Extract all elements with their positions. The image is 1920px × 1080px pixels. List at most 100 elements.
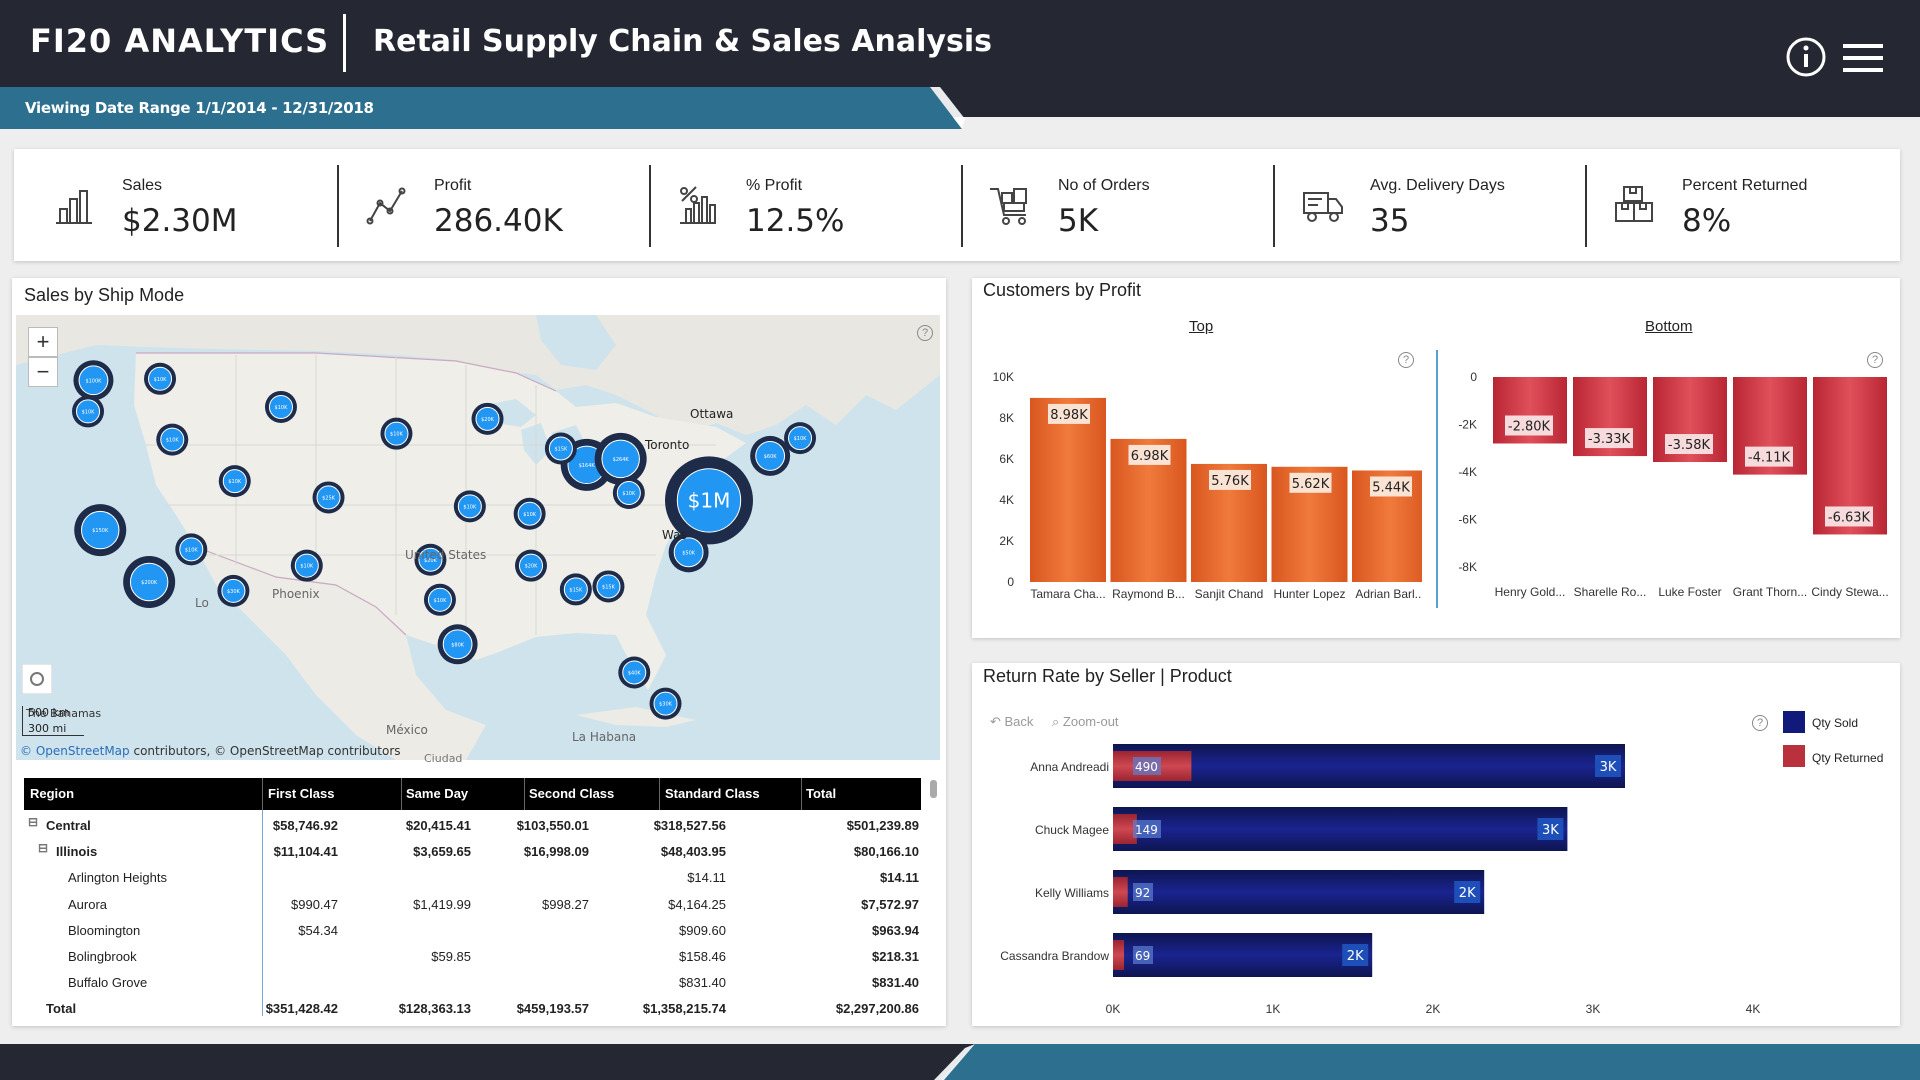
expand-collapse-icon[interactable]: ⊟ [38,841,49,856]
sold-label-bg [1595,755,1621,777]
bubble [222,469,247,494]
y-tick-label: 8K [999,411,1014,425]
bubble-map[interactable]: $1M $164K $264K $100K $200K $150K $80K $60K $50K… [16,315,940,760]
x-tick-label: Grant Thorn... [1733,585,1807,599]
top-chart-help-icon[interactable]: ? [1398,352,1414,368]
table-row[interactable]: Arlington Heights $14.11 $14.11 [24,866,921,892]
bubble-label: $200K [141,580,158,586]
data-label: -3.58K [1668,438,1711,453]
bubble-label: $10K [154,377,168,383]
map-help-icon[interactable]: ? [917,325,933,341]
table-row[interactable]: Buffalo Grove $831.40 $831.40 [24,971,921,997]
table-row[interactable]: Bolingbrook $59.85 $158.46 $218.31 [24,945,921,971]
tab-top-customers[interactable]: Top [1189,318,1214,335]
returned-data-label: 149 [1135,823,1158,837]
table-cell: $59.85 [431,949,471,964]
table-row[interactable]: Aurora $990.47 $1,419.99 $998.27 $4,164.25 $7… [24,893,921,919]
col-header-same-day[interactable]: Same Day [406,786,469,801]
x-tick-label: Sanjit Chand [1195,587,1264,601]
col-header-second-class[interactable]: Second Class [529,786,615,801]
bubble [518,553,544,578]
bottom-chart-help-icon[interactable]: ? [1867,352,1883,368]
bubble [788,426,813,451]
bubble-label: $60K [764,454,778,460]
return-rate-chart: Anna Andreadi 490 3K Chuck Magee 149 3K Kelly … [1000,744,1760,1016]
bubble [457,494,482,519]
bubble-label: $15K [569,587,583,593]
data-label: -6.63K [1828,510,1871,525]
table-row[interactable]: ⊟ Central $58,746.92 $20,415.41 $103,550.01 $… [24,814,921,840]
sold-label-bg [1537,818,1564,840]
category-label: Cassandra Brandow [1000,949,1109,963]
x-tick-label: Henry Gold... [1495,585,1566,599]
drill-zoom-out-button[interactable]: ⌕ Zoom-out [1052,714,1119,730]
y-tick-label: -4K [1458,465,1477,479]
reset-view-icon[interactable] [22,664,52,694]
bubble-layer: $1M $164K $264K $100K $200K $150K $80K $60K $50K… [72,360,817,720]
x-tick-label: 3K [1586,1002,1601,1016]
bubble-label: $10K [463,504,477,510]
info-icon[interactable] [1785,36,1827,78]
kpi-percent-returned: Percent Returned 8% [1574,149,1886,261]
expand-collapse-icon[interactable]: ⊟ [28,815,39,829]
bubble-label: $10K [275,405,289,411]
bubble [563,577,588,602]
matrix-row-header-divider [262,810,263,1016]
bubble-label: $50K [682,550,696,556]
bubble-label: $20K [424,558,438,564]
y-tick-label: -8K [1458,560,1477,574]
table-cell: $7,572.97 [861,896,919,912]
bubble-label: $10K [166,438,180,444]
row-label: Bolingbrook [68,949,137,964]
drill-back-button[interactable]: ↶ Back [990,714,1033,730]
col-header-standard-class[interactable]: Standard Class [665,786,760,801]
return-chart-help-icon[interactable]: ? [1752,715,1768,731]
data-label-bg [1505,415,1553,436]
bubble-label: $30K [659,702,673,708]
bubble-label: $264K [613,457,630,463]
hamburger-menu-icon[interactable] [1843,44,1885,74]
zoom-in-button[interactable]: + [28,327,58,357]
table-cell: $11,104.41 [273,844,338,860]
category-label: Kelly Williams [1035,886,1109,900]
bubble [221,578,246,603]
bottom-customers-chart: 0 -2K -4K -6K -8K -2.80K Henry Gold... -3.33K Sh… [1458,370,1888,599]
bubble [653,691,678,716]
bubble [268,394,293,419]
returned-label-bg [1133,820,1161,838]
col-divider [659,778,660,810]
page-title: Retail Supply Chain & Sales Analysis [373,24,992,59]
data-label: 8.98K [1050,408,1088,423]
data-label-bg [1289,472,1332,493]
col-header-first-class[interactable]: First Class [268,786,335,801]
zoom-out-label: Zoom-out [1062,714,1119,729]
kpi-value: 12.5% [746,203,845,239]
matrix-scrollbar[interactable] [930,780,937,798]
chart-divider [1436,350,1438,608]
table-row[interactable]: ⊟ Illinois $11,104.41 $3,659.65 $16,998.09 $4… [24,840,921,866]
col-header-region[interactable]: Region [30,786,75,801]
sold-data-label: 3K [1542,823,1559,838]
brand-logo: FI20 ANALYTICS [30,22,330,60]
legend-swatch-returned [1783,745,1805,767]
osm-link[interactable]: © OpenStreetMap [20,744,130,758]
data-label: 5.44K [1372,480,1410,495]
tab-bottom-customers[interactable]: Bottom [1645,318,1693,335]
data-label-bg [1665,434,1713,455]
bubble-label: $40K [628,670,642,676]
table-row[interactable]: Bloomington $54.34 $909.60 $963.94 [24,919,921,945]
bubble-label: $20K [481,417,495,423]
table-cell: $2,297,200.86 [835,1001,919,1017]
legend-sold[interactable]: Qty Sold [1812,716,1859,730]
table-total-row[interactable]: Total $351,428.42 $128,363.13 $459,193.57 $1… [24,997,921,1023]
x-tick-label: Cindy Stewa... [1811,585,1888,599]
zoom-out-button[interactable]: − [28,357,58,387]
kpi-value: 286.40K [434,203,563,239]
kpi-profit: Profit 286.40K [326,149,638,261]
legend-returned[interactable]: Qty Returned [1812,751,1884,765]
table-cell: $14.11 [687,870,726,886]
col-header-total[interactable]: Total [806,786,837,801]
bubble-label: $15K [602,584,616,590]
table-cell: $351,428.42 [265,1001,338,1017]
bar-qty-sold [1113,807,1568,851]
